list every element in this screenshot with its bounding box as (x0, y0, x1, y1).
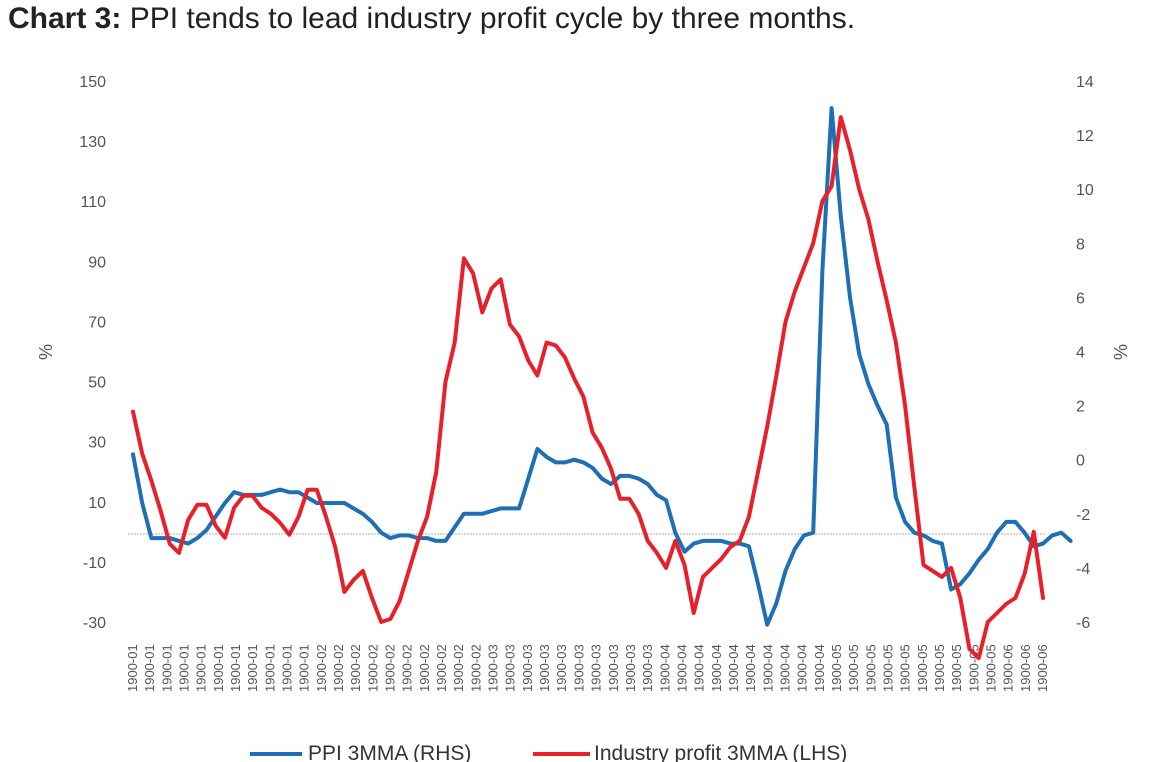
x-tick-label: 1900-05 (983, 644, 998, 692)
right-tick-label: 4 (1076, 345, 1085, 362)
right-axis: 14 12 10 8 6 4 2 0 -2 -4 -6 (1076, 74, 1094, 632)
x-tick-label: 1900-05 (898, 644, 913, 692)
x-tick-label: 1900-04 (777, 644, 792, 692)
x-tick-label: 1900-06 (1001, 644, 1016, 692)
industry-profit-series-line (131, 115, 1045, 661)
x-tick-label: 1900-02 (468, 644, 483, 692)
chart-title-text: PPI tends to lead industry profit cycle … (129, 2, 856, 35)
x-tick-label: 1900-01 (228, 644, 243, 692)
x-axis: 1900-01 1900-01 1900-01 1900-01 1900-01 1900-… (125, 644, 1050, 692)
x-tick-label: 1900-03 (520, 644, 535, 692)
x-tick-label: 1900-01 (142, 644, 157, 692)
x-tick-label: 1900-04 (726, 644, 741, 692)
x-tick-label: 1900-04 (795, 644, 810, 692)
x-tick-label: 1900-02 (451, 644, 466, 692)
x-tick-label: 1900-02 (417, 644, 432, 692)
x-tick-label: 1900-01 (159, 644, 174, 692)
x-tick-label: 1900-01 (262, 644, 277, 692)
right-tick-label: -4 (1076, 561, 1090, 578)
x-tick-label: 1900-05 (949, 644, 964, 692)
x-tick-label: 1900-01 (211, 644, 226, 692)
x-tick-label: 1900-04 (657, 644, 672, 692)
left-tick-label: 70 (88, 314, 106, 331)
legend-label-profit: Industry profit 3MMA (LHS) (594, 742, 847, 762)
left-tick-label: 110 (80, 194, 106, 211)
left-tick-label: 30 (88, 435, 106, 452)
left-tick-label: -30 (83, 615, 106, 632)
left-tick-label: 10 (88, 495, 106, 512)
x-tick-label: 1900-01 (245, 644, 260, 692)
legend: PPI 3MMA (RHS) Industry profit 3MMA (LHS… (250, 742, 847, 762)
x-tick-label: 1900-03 (537, 644, 552, 692)
x-tick-label: 1900-05 (863, 644, 878, 692)
x-tick-label: 1900-04 (760, 644, 775, 692)
right-tick-label: 6 (1076, 290, 1085, 307)
x-tick-label: 1900-06 (1018, 644, 1033, 692)
left-tick-label: 130 (79, 134, 106, 151)
left-tick-label: 50 (88, 375, 106, 392)
x-tick-label: 1900-01 (297, 644, 312, 692)
x-tick-label: 1900-01 (194, 644, 209, 692)
x-tick-label: 1900-03 (486, 644, 501, 692)
plot-area (131, 106, 1073, 661)
x-tick-label: 1900-04 (692, 644, 707, 692)
left-axis: 150 130 110 90 70 50 30 10 -10 -30 (79, 74, 106, 632)
right-tick-label: 2 (1076, 399, 1085, 416)
x-tick-label: 1900-05 (846, 644, 861, 692)
x-tick-label: 1900-02 (383, 644, 398, 692)
chart-title: Chart 3: PPI tends to lead industry prof… (8, 2, 855, 36)
x-tick-label: 1900-04 (674, 644, 689, 692)
x-tick-label: 1900-05 (932, 644, 947, 692)
right-axis-label: % (1111, 344, 1131, 360)
x-tick-label: 1900-03 (640, 644, 655, 692)
ppi-series-line (131, 106, 1073, 627)
x-tick-label: 1900-04 (709, 644, 724, 692)
x-tick-label: 1900-04 (812, 644, 827, 692)
chart-title-prefix: Chart 3: (8, 2, 122, 35)
right-tick-label: 12 (1076, 128, 1094, 145)
x-tick-label: 1900-03 (589, 644, 604, 692)
x-tick-label: 1900-05 (829, 644, 844, 692)
right-tick-label: 14 (1076, 74, 1094, 91)
x-tick-label: 1900-05 (915, 644, 930, 692)
x-tick-label: 1900-03 (606, 644, 621, 692)
left-tick-label: -10 (83, 555, 106, 572)
x-tick-label: 1900-05 (880, 644, 895, 692)
left-tick-label: 90 (88, 254, 106, 271)
right-tick-label: 0 (1076, 453, 1085, 470)
x-tick-label: 1900-03 (503, 644, 518, 692)
legend-label-ppi: PPI 3MMA (RHS) (308, 742, 471, 762)
right-tick-label: -6 (1076, 615, 1090, 632)
x-tick-label: 1900-04 (743, 644, 758, 692)
x-tick-label: 1900-02 (331, 644, 346, 692)
x-tick-label: 1900-01 (125, 644, 140, 692)
x-tick-label: 1900-02 (365, 644, 380, 692)
x-tick-label: 1900-03 (571, 644, 586, 692)
x-tick-label: 1900-01 (177, 644, 192, 692)
x-tick-label: 1900-03 (554, 644, 569, 692)
right-tick-label: -2 (1076, 507, 1090, 524)
x-tick-label: 1900-01 (280, 644, 295, 692)
x-tick-label: 1900-03 (623, 644, 638, 692)
right-tick-label: 10 (1076, 182, 1094, 199)
x-tick-label: 1900-06 (1035, 644, 1050, 692)
x-tick-label: 1900-02 (434, 644, 449, 692)
x-tick-label: 1900-02 (314, 644, 329, 692)
left-tick-label: 150 (79, 74, 106, 91)
x-tick-label: 1900-02 (400, 644, 415, 692)
x-tick-label: 1900-02 (348, 644, 363, 692)
right-tick-label: 8 (1076, 236, 1085, 253)
left-axis-label: % (36, 344, 56, 360)
